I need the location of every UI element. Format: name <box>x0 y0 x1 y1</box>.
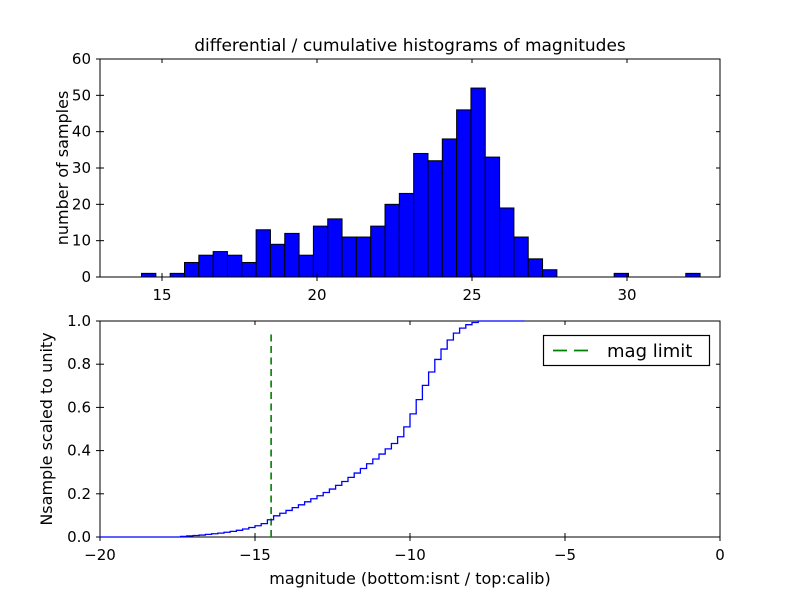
histogram-bar <box>413 152 429 278</box>
x-tick-label: −15 <box>239 546 271 564</box>
histogram-bar <box>212 251 228 278</box>
x-tick-label: −10 <box>394 546 426 564</box>
histogram-bar <box>312 225 329 278</box>
legend-label: mag limit <box>607 341 692 362</box>
histogram-bar <box>169 272 185 278</box>
histogram-bar <box>470 87 486 278</box>
y-tick-label: 0.6 <box>67 398 91 416</box>
histogram-bar <box>527 258 544 278</box>
histogram-bar <box>427 160 443 278</box>
x-tick-label: 20 <box>307 286 326 304</box>
histogram-bar <box>284 232 300 278</box>
histogram-bar <box>456 109 472 278</box>
histogram-bar <box>141 272 157 278</box>
histogram-bar <box>441 138 458 278</box>
y-tick-label: 10 <box>72 232 91 250</box>
x-tick-label: 0 <box>715 546 725 564</box>
histogram-bar <box>226 254 243 278</box>
y-tick-label: 0.8 <box>67 355 91 373</box>
histogram-bar <box>269 243 286 278</box>
bottom-cumulative-axes: −20 −15 −10 −5 0 0.0 0.2 0.4 0.6 0.8 1.0 <box>67 312 725 564</box>
y-tick-label: 30 <box>72 159 91 177</box>
x-tick-label: −20 <box>84 546 116 564</box>
chart-title: differential / cumulative histograms of … <box>194 36 626 56</box>
y-tick-label: 0 <box>81 268 91 286</box>
bottom-y-axis-label: Nsample scaled to unity <box>37 332 56 525</box>
cumulative-curve <box>100 320 525 538</box>
histogram-bar <box>542 269 558 278</box>
y-tick-label: 0.2 <box>67 485 91 503</box>
y-tick-label: 1.0 <box>67 312 91 330</box>
y-tick-label: 0.0 <box>67 528 91 546</box>
histogram-bar <box>241 261 257 278</box>
histogram-bar <box>370 225 386 278</box>
y-tick-label: 60 <box>72 50 91 68</box>
x-tick-label: −5 <box>554 546 576 564</box>
histogram-bar <box>355 236 372 278</box>
x-tick-label: 30 <box>617 286 636 304</box>
y-tick-label: 50 <box>72 86 91 104</box>
histogram-bar <box>513 236 529 278</box>
histogram-bar <box>499 207 515 278</box>
top-y-axis-label: number of samples <box>53 91 72 246</box>
histogram-bar <box>298 254 314 278</box>
x-tick-label: 15 <box>152 286 171 304</box>
y-tick-label: 40 <box>72 123 91 141</box>
legend-box <box>542 334 711 367</box>
y-tick-label: 20 <box>72 195 91 213</box>
histogram-bar <box>341 236 357 278</box>
x-axis-label: magnitude (bottom:isnt / top:calib) <box>269 569 550 588</box>
histogram-bar <box>685 272 701 278</box>
histogram-bar <box>398 192 415 278</box>
top-histogram-axes: 15 20 25 30 0 10 20 30 40 50 60 <box>72 50 721 304</box>
histogram-bar <box>184 261 200 278</box>
histogram-bar <box>255 229 271 278</box>
histogram-bar <box>198 254 214 278</box>
histogram-bar <box>327 218 343 278</box>
histogram-bar <box>484 156 501 278</box>
histogram-bar <box>384 203 400 278</box>
x-tick-label: 25 <box>462 286 481 304</box>
y-tick-label: 0.4 <box>67 442 91 460</box>
histogram-bar <box>613 272 629 278</box>
